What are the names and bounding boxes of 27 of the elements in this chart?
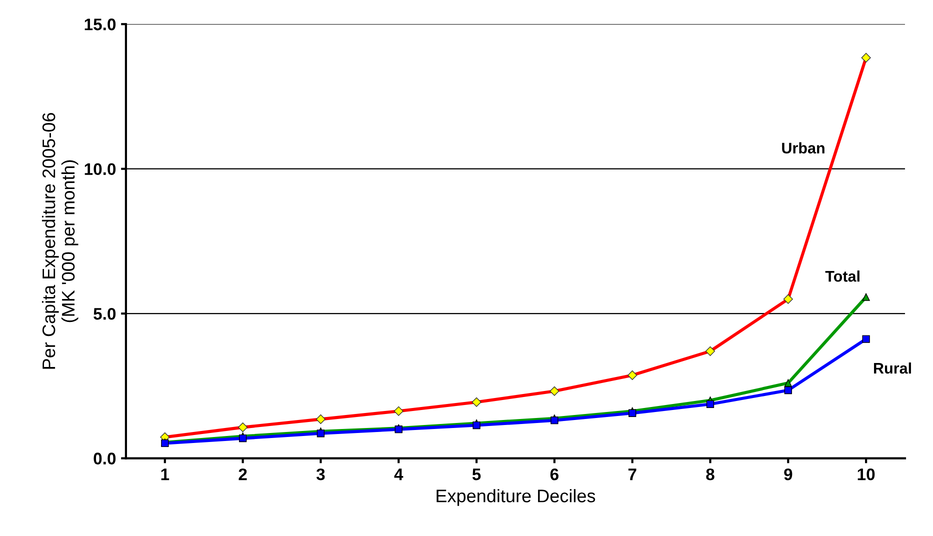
y-tick-label: 15.0 xyxy=(84,18,116,30)
point xyxy=(784,379,792,387)
point xyxy=(862,293,870,301)
x-tick-label: 10 xyxy=(858,468,875,480)
point xyxy=(550,416,558,424)
series-label: Total xyxy=(825,270,860,282)
point xyxy=(316,430,325,438)
x-tick-label: 6 xyxy=(550,468,558,480)
x-tick-label: 2 xyxy=(238,468,247,480)
x-tick-label: 4 xyxy=(394,468,404,480)
point xyxy=(628,409,636,417)
point xyxy=(706,400,714,408)
series-label: Urban xyxy=(782,142,824,154)
point xyxy=(862,335,870,343)
x-tick-label: 3 xyxy=(316,468,325,480)
y-tick-label: 5.0 xyxy=(94,308,116,320)
y-axis-title: Per Capita Expenditure 2005-06 (MK '000 per month) xyxy=(42,113,78,369)
x-tick-label: 5 xyxy=(472,468,481,480)
y-tick-label: 10.0 xyxy=(84,163,116,176)
point xyxy=(784,386,792,394)
series-label: Rural xyxy=(874,362,911,374)
x-axis-title: Expenditure Deciles xyxy=(436,489,596,506)
x-tick-label: 1 xyxy=(161,468,170,480)
y-tick-label: 0.0 xyxy=(94,452,116,464)
x-tick-label: 8 xyxy=(706,468,714,480)
x-tick-label: 9 xyxy=(784,468,792,480)
x-tick-label: 7 xyxy=(628,468,636,480)
